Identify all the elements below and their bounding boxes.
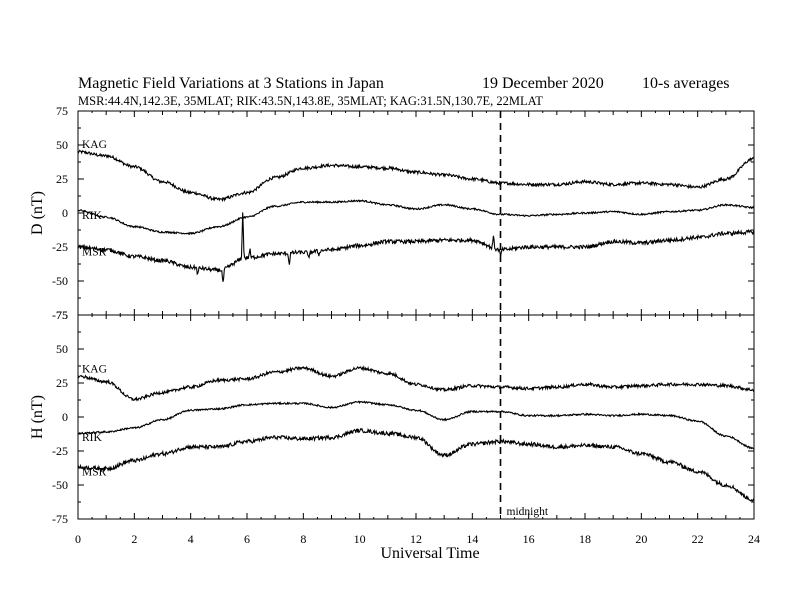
x-tick-label: 20 bbox=[635, 532, 647, 546]
y-tick-label: -75 bbox=[52, 308, 68, 322]
chart-date: 19 December 2020 bbox=[482, 75, 604, 92]
y-tick-label: 0 bbox=[62, 206, 68, 220]
y-tick-label: 25 bbox=[56, 376, 68, 390]
y-tick-label: 50 bbox=[56, 342, 68, 356]
x-tick-label: 24 bbox=[748, 532, 760, 546]
x-axis-label: Universal Time bbox=[380, 545, 479, 562]
series-line-D-MSR bbox=[77, 212, 754, 282]
series-label-KAG: KAG bbox=[82, 139, 107, 151]
y-tick-label: -75 bbox=[52, 512, 68, 526]
panel-frame-H bbox=[77, 314, 755, 520]
x-tick-label: 10 bbox=[354, 532, 366, 546]
series-label-MSR: MSR bbox=[82, 246, 107, 258]
y-tick-label: -25 bbox=[52, 240, 68, 254]
y-axis-label-H: H (nT) bbox=[29, 395, 46, 439]
series-line-D-KAG bbox=[77, 149, 755, 203]
x-tick-label: 4 bbox=[188, 532, 194, 546]
x-tick-label: 8 bbox=[300, 532, 306, 546]
y-tick-label: -50 bbox=[52, 274, 68, 288]
y-tick-label: -25 bbox=[52, 444, 68, 458]
y-axis-label-D: D (nT) bbox=[29, 191, 46, 235]
series-line-H-KAG bbox=[77, 365, 755, 402]
x-tick-label: 18 bbox=[579, 532, 591, 546]
plot-panels: 75 50 25 0 -25 -50 -75 D (nT) KAG RIK MSR 75 50 25 0 -2… bbox=[29, 104, 760, 546]
series-label-KAG: KAG bbox=[82, 364, 107, 376]
series-label-RIK: RIK bbox=[82, 432, 103, 444]
x-tick-label: 0 bbox=[75, 532, 81, 546]
y-tick-label: 75 bbox=[56, 104, 68, 118]
y-tick-label: 50 bbox=[56, 138, 68, 152]
series-label-MSR: MSR bbox=[82, 466, 107, 478]
x-tick-label: 22 bbox=[692, 532, 704, 546]
chart-averaging: 10-s averages bbox=[642, 75, 730, 92]
stations-info: MSR:44.4N,142.3E, 35MLAT; RIK:43.5N,143.… bbox=[78, 94, 543, 108]
series-line-D-RIK bbox=[77, 199, 755, 236]
series-label-RIK: RIK bbox=[82, 210, 103, 222]
x-tick-label: 16 bbox=[523, 532, 535, 546]
x-tick-label: 14 bbox=[466, 532, 478, 546]
chart-title: Magnetic Field Variations at 3 Stations … bbox=[78, 75, 384, 92]
y-tick-label: -50 bbox=[52, 478, 68, 492]
y-tick-label: 0 bbox=[62, 410, 68, 424]
x-tick-label: 2 bbox=[131, 532, 137, 546]
series-line-H-MSR bbox=[77, 427, 755, 502]
y-tick-label: 25 bbox=[56, 172, 68, 186]
x-tick-label: 12 bbox=[410, 532, 422, 546]
y-tick-label: 75 bbox=[56, 308, 68, 322]
midnight-label: midnight bbox=[507, 506, 549, 518]
x-tick-label: 6 bbox=[244, 532, 250, 546]
series-line-H-RIK bbox=[77, 400, 754, 450]
